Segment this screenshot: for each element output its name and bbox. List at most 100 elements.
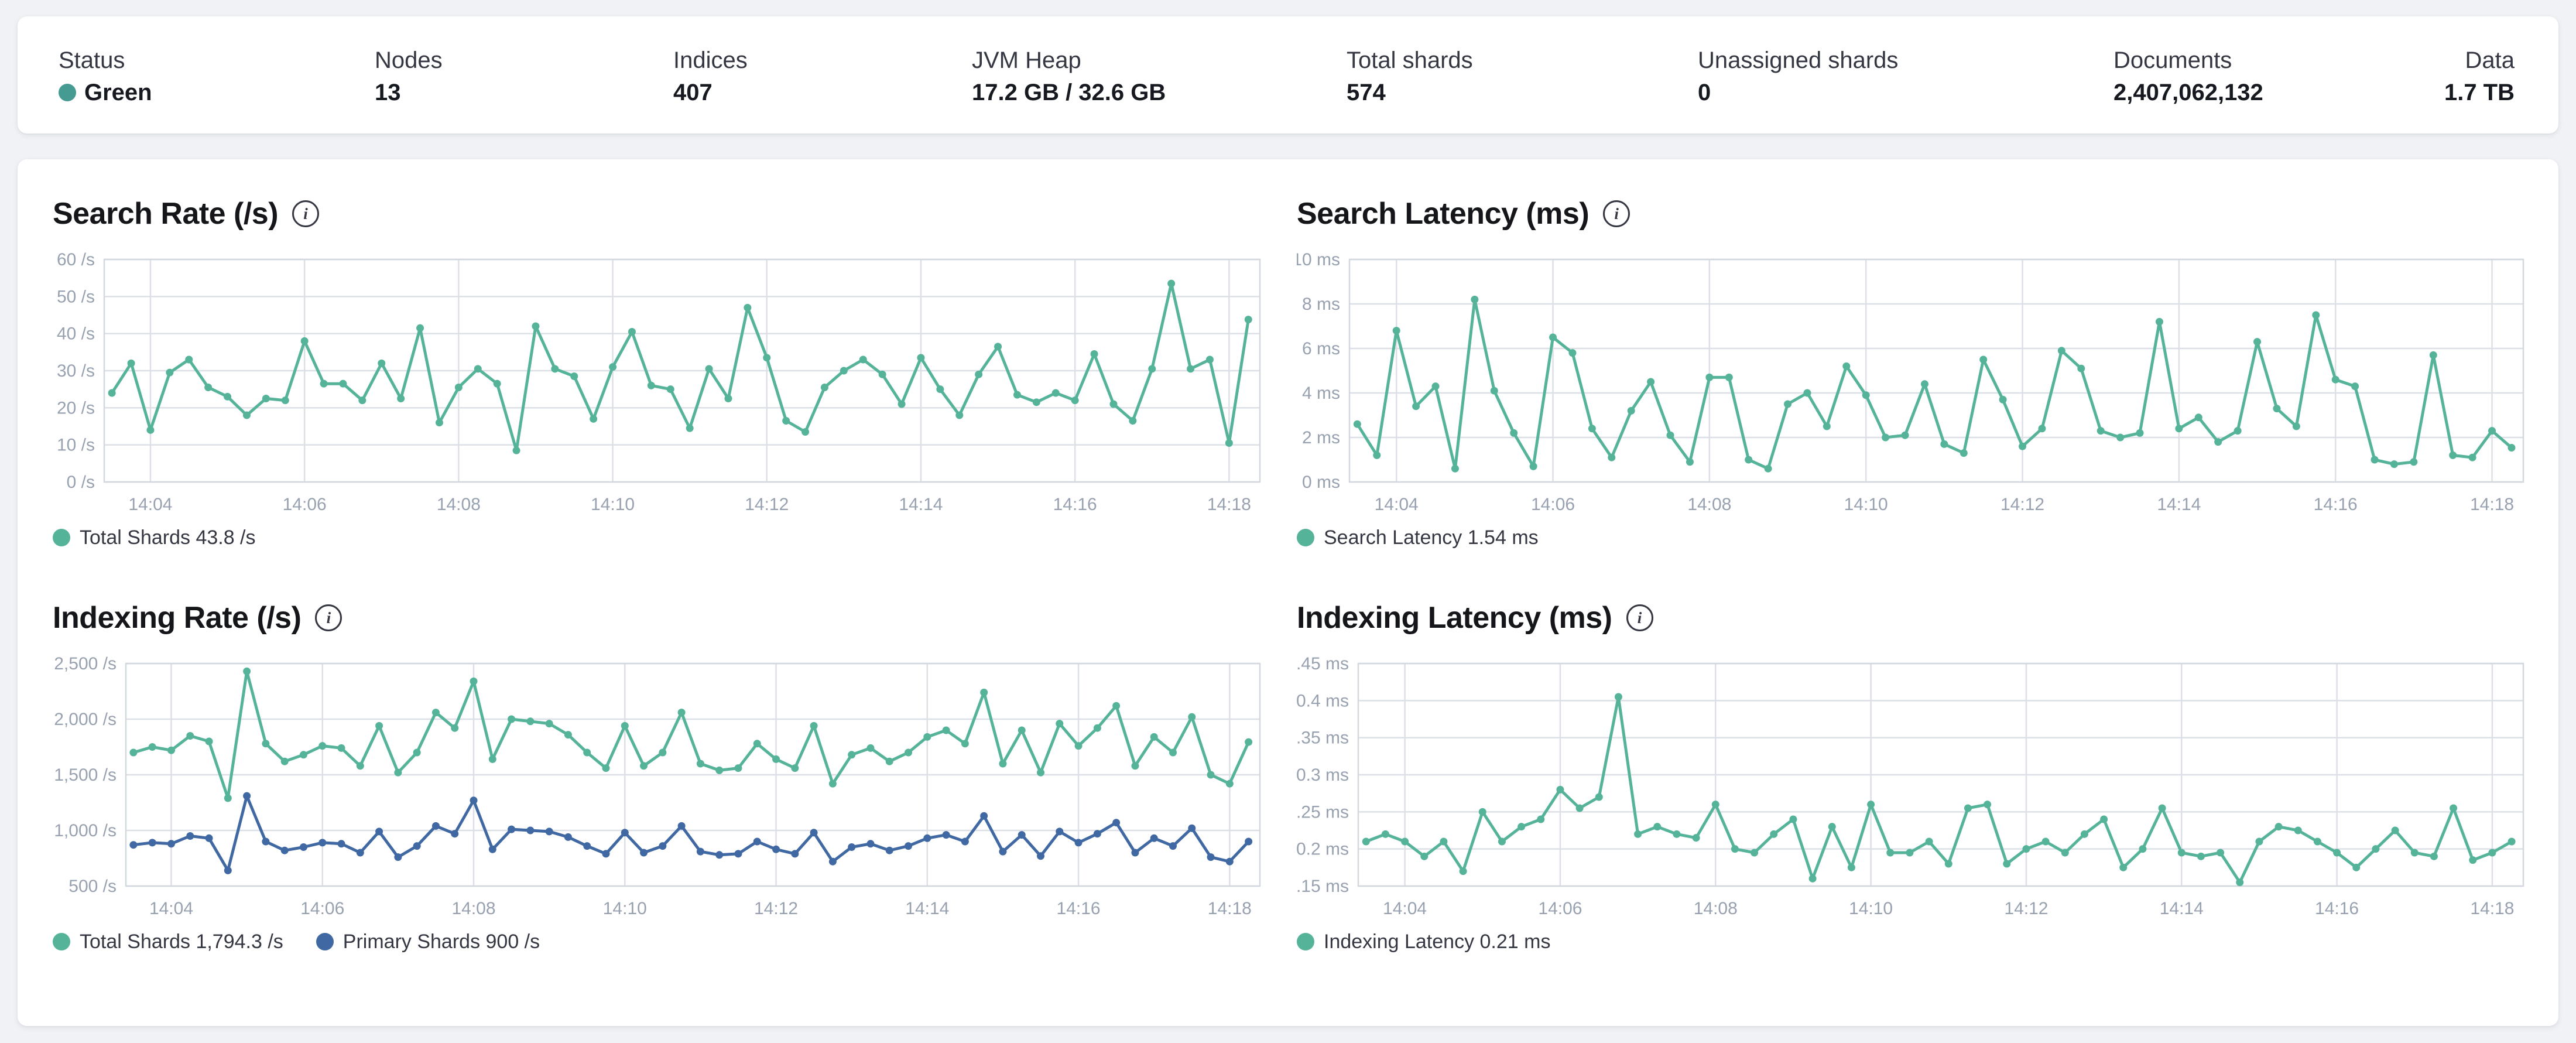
svg-text:0.3 ms: 0.3 ms	[1297, 765, 1349, 785]
metric-status: Status Green	[59, 47, 152, 108]
svg-text:8 ms: 8 ms	[1302, 295, 1340, 314]
svg-text:14:04: 14:04	[128, 495, 172, 514]
search-latency-chart-block: Search Latency (ms) i 14:04 14:06 14:08 14:…	[1292, 193, 2538, 550]
svg-text:14:10: 14:10	[591, 495, 635, 514]
legend-dot-icon	[53, 933, 70, 950]
chart-legend: Search Latency 1.54 ms	[1297, 525, 2538, 550]
metric-label: JVM Heap	[972, 47, 1081, 73]
chart-title: Indexing Rate (/s)	[53, 601, 302, 635]
metric-nodes: Nodes 13	[375, 47, 443, 108]
metric-value: 13	[375, 80, 401, 105]
search-latency-chart[interactable]: 14:04 14:06 14:08 14:10 14:12 14:14 14:16 14:18…	[1292, 234, 2538, 521]
legend-label: Primary Shards 900 /s	[342, 930, 540, 953]
metric-unassigned-shards: Unassigned shards 0	[1698, 47, 1898, 108]
legend-item[interactable]: Indexing Latency 0.21 ms	[1297, 931, 1550, 953]
metric-value: 0	[1698, 80, 1711, 105]
status-green-dot-icon	[59, 84, 76, 101]
legend-label: Indexing Latency 0.21 ms	[1324, 930, 1551, 953]
svg-text:6 ms: 6 ms	[1302, 339, 1340, 358]
chart-title-row: Indexing Rate (/s) i	[53, 597, 1265, 638]
metric-label: Nodes	[375, 47, 443, 73]
svg-text:0.45 ms: 0.45 ms	[1297, 654, 1349, 673]
chart-title: Indexing Latency (ms)	[1297, 601, 1612, 635]
legend-dot-icon	[1297, 529, 1314, 546]
svg-text:14:10: 14:10	[1849, 899, 1893, 918]
metric-label: Status	[59, 47, 125, 73]
search-rate-chart-block: Search Rate (/s) i 14:04 14:06 14:08 14:10 1…	[53, 193, 1265, 550]
svg-text:14:04: 14:04	[1383, 899, 1427, 918]
legend-label: Total Shards 43.8 /s	[80, 526, 256, 549]
svg-text:14:14: 14:14	[2157, 495, 2201, 514]
svg-text:0 /s: 0 /s	[67, 473, 95, 492]
svg-text:0.2 ms: 0.2 ms	[1297, 840, 1349, 859]
svg-text:50 /s: 50 /s	[57, 287, 95, 306]
svg-text:14:10: 14:10	[1844, 495, 1888, 514]
svg-text:0.4 ms: 0.4 ms	[1297, 691, 1349, 710]
svg-text:2,000 /s: 2,000 /s	[54, 710, 117, 729]
svg-text:14:12: 14:12	[745, 495, 789, 514]
svg-text:0.25 ms: 0.25 ms	[1297, 802, 1349, 822]
svg-text:14:12: 14:12	[2004, 899, 2048, 918]
chart-legend: Total Shards 1,794.3 /s Primary Shards 90…	[53, 929, 1265, 955]
metric-value: Green	[59, 77, 152, 108]
svg-text:14:14: 14:14	[899, 495, 943, 514]
svg-text:1,000 /s: 1,000 /s	[54, 821, 117, 840]
search-rate-chart[interactable]: 14:04 14:06 14:08 14:10 14:12 14:14 14:16 14:18…	[53, 234, 1265, 521]
svg-text:2 ms: 2 ms	[1302, 428, 1340, 447]
svg-text:14:04: 14:04	[1375, 495, 1419, 514]
indexing-latency-chart[interactable]: 14:04 14:06 14:08 14:10 14:12 14:14 14:16 14:18…	[1286, 638, 2538, 925]
svg-text:1,500 /s: 1,500 /s	[54, 765, 117, 785]
svg-text:14:04: 14:04	[149, 899, 193, 918]
svg-text:14:08: 14:08	[437, 495, 481, 514]
svg-text:14:06: 14:06	[300, 899, 344, 918]
chart-title-row: Search Latency (ms) i	[1297, 193, 2538, 234]
svg-text:14:08: 14:08	[451, 899, 495, 918]
metric-indices: Indices 407	[673, 47, 748, 108]
legend-dot-icon	[316, 933, 334, 950]
legend-item[interactable]: Primary Shards 900 /s	[316, 931, 540, 953]
legend-label: Search Latency 1.54 ms	[1324, 526, 1539, 549]
svg-text:14:16: 14:16	[2314, 495, 2358, 514]
metric-label: Indices	[673, 47, 748, 73]
metric-value: 407	[673, 80, 712, 105]
metric-jvm-heap: JVM Heap 17.2 GB / 32.6 GB	[972, 47, 1166, 108]
svg-text:10 /s: 10 /s	[57, 436, 95, 455]
info-icon[interactable]: i	[1603, 200, 1630, 227]
metric-value: 17.2 GB / 32.6 GB	[972, 80, 1166, 105]
metric-total-shards: Total shards 574	[1347, 47, 1473, 108]
metric-label: Documents	[2113, 47, 2232, 73]
svg-text:10 ms: 10 ms	[1297, 250, 1340, 269]
metric-value: 1.7 TB	[2444, 80, 2515, 105]
metric-value: 574	[1347, 80, 1386, 105]
metric-documents: Documents 2,407,062,132	[2113, 47, 2263, 108]
info-icon[interactable]: i	[292, 200, 320, 227]
svg-text:14:16: 14:16	[1057, 899, 1101, 918]
indexing-rate-chart[interactable]: 14:04 14:06 14:08 14:10 14:12 14:14 14:16 14:18…	[53, 638, 1265, 925]
svg-text:14:18: 14:18	[1208, 899, 1252, 918]
svg-text:14:16: 14:16	[1053, 495, 1097, 514]
legend-item[interactable]: Total Shards 1,794.3 /s	[53, 931, 283, 953]
charts-panel: Search Rate (/s) i 14:04 14:06 14:08 14:10 1…	[18, 159, 2558, 1026]
svg-text:0.35 ms: 0.35 ms	[1297, 729, 1349, 748]
svg-text:14:16: 14:16	[2315, 899, 2359, 918]
svg-text:14:06: 14:06	[283, 495, 327, 514]
indexing-rate-chart-block: Indexing Rate (/s) i 14:04 14:06 14:08 14:1…	[53, 597, 1265, 955]
legend-item[interactable]: Total Shards 43.8 /s	[53, 526, 256, 549]
chart-title: Search Latency (ms)	[1297, 197, 1590, 231]
svg-text:30 /s: 30 /s	[57, 361, 95, 381]
indexing-latency-chart-block: Indexing Latency (ms) i 14:04 14:06 14:08 1…	[1286, 597, 2538, 955]
metric-value: 2,407,062,132	[2113, 80, 2263, 105]
legend-item[interactable]: Search Latency 1.54 ms	[1297, 526, 1539, 549]
legend-dot-icon	[53, 529, 70, 546]
svg-text:14:18: 14:18	[2470, 899, 2514, 918]
svg-text:0.15 ms: 0.15 ms	[1297, 877, 1349, 896]
info-icon[interactable]: i	[315, 604, 342, 631]
chart-legend: Total Shards 43.8 /s	[53, 525, 1265, 550]
info-icon[interactable]: i	[1626, 604, 1653, 631]
svg-text:14:06: 14:06	[1538, 899, 1582, 918]
cluster-status-bar: Status Green Nodes 13 Indices 407 JVM He…	[18, 16, 2558, 134]
svg-text:40 /s: 40 /s	[57, 324, 95, 344]
status-value-text: Green	[84, 80, 152, 105]
chart-title-row: Search Rate (/s) i	[53, 193, 1265, 234]
metric-label: Total shards	[1347, 47, 1473, 73]
